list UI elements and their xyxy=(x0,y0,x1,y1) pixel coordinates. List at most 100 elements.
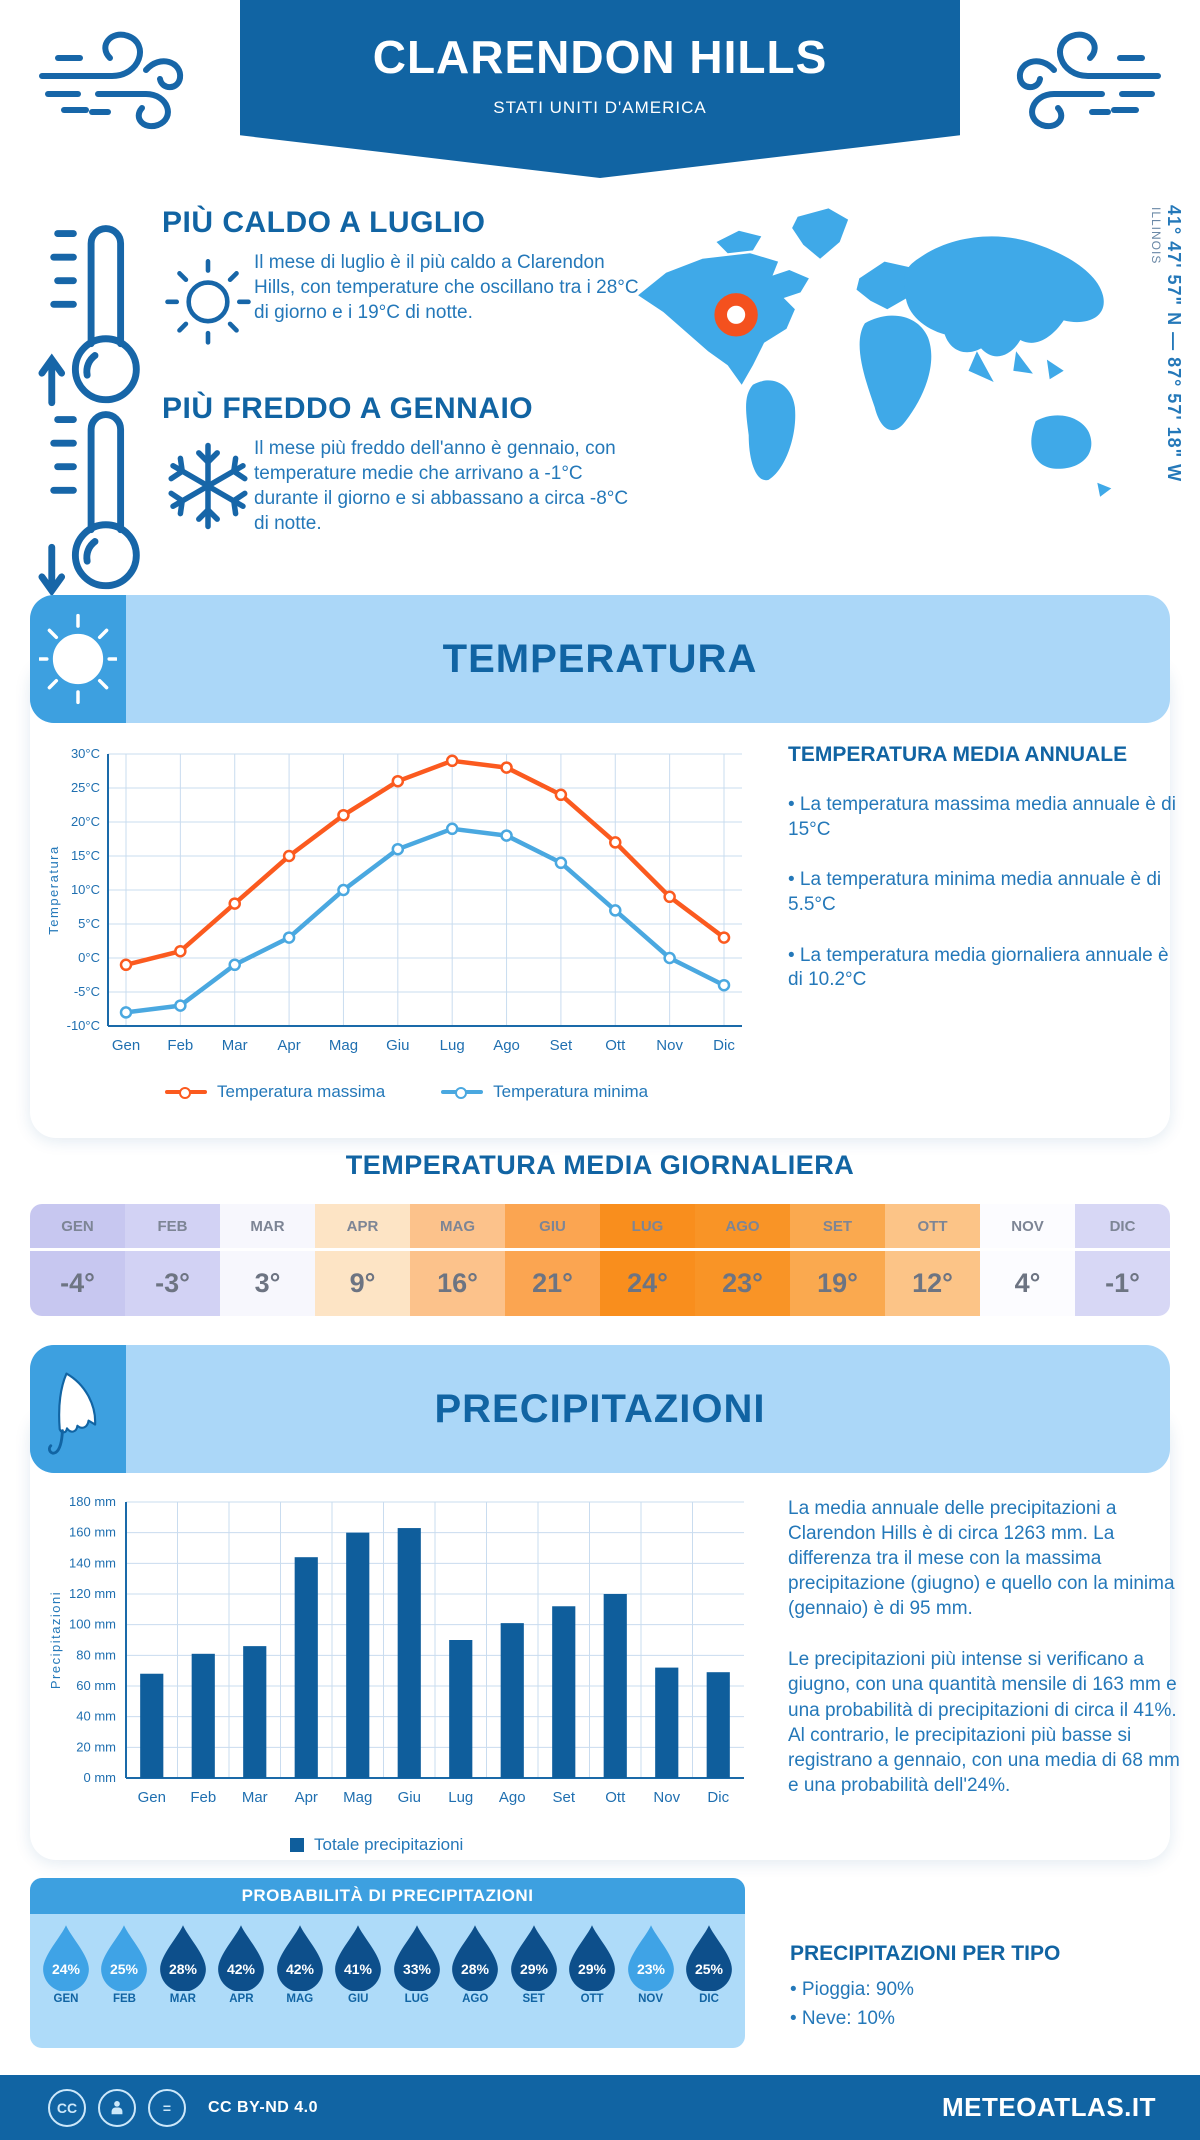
svg-text:Precipitazioni: Precipitazioni xyxy=(48,1591,63,1689)
probability-drop: 29% SET xyxy=(508,1922,560,2005)
precipitation-paragraph: Le precipitazioni più intense si verific… xyxy=(788,1649,1180,1796)
region-label: ILLINOIS xyxy=(1149,207,1163,265)
no-derivatives-icon: = xyxy=(148,2088,186,2127)
raindrop-icon: 24% xyxy=(43,1925,89,1991)
svg-text:Lug: Lug xyxy=(448,1789,473,1806)
month-label: OTT xyxy=(885,1204,980,1251)
drop-month-label: APR xyxy=(229,1993,254,2005)
attribution-person-icon xyxy=(98,2088,136,2127)
svg-text:Set: Set xyxy=(552,1789,575,1806)
probability-drop: 42% MAG xyxy=(274,1922,326,2005)
drop-month-label: DIC xyxy=(699,1993,719,2005)
temperature-section-title: TEMPERATURA xyxy=(442,636,758,681)
precipitation-paragraph: La media annuale delle precipitazioni a … xyxy=(788,1498,1175,1620)
bar xyxy=(655,1667,679,1778)
precipitation-type-item: • Neve: 10% xyxy=(790,2007,895,2029)
page-title: CLARENDON HILLS xyxy=(372,31,828,83)
svg-text:Gen: Gen xyxy=(112,1037,140,1054)
month-cell: SET 19° xyxy=(790,1204,885,1316)
probability-title: PROBABILITÀ DI PRECIPITAZIONI xyxy=(30,1878,745,1914)
svg-text:Apr: Apr xyxy=(295,1789,318,1806)
probability-drops: 24% GEN 25% FEB 28% MAR 42% APR 42% MAG 41% GIU 33% L… xyxy=(30,1914,745,2005)
svg-text:Dic: Dic xyxy=(707,1789,729,1806)
header-banner: CLARENDON HILLS STATI UNITI D'AMERICA xyxy=(240,0,960,178)
month-label: AGO xyxy=(695,1204,790,1251)
annual-bullet: • La temperatura massima media annuale è… xyxy=(788,794,1176,840)
precipitation-panel xyxy=(30,1410,1170,1860)
raindrop-icon: 42% xyxy=(218,1925,265,1991)
raindrop-icon: 25% xyxy=(686,1925,732,1991)
probability-drop: 25% DIC xyxy=(683,1922,735,2005)
bar xyxy=(552,1606,576,1778)
svg-text:Mar: Mar xyxy=(242,1789,268,1806)
probability-drop: 42% APR xyxy=(215,1922,267,2005)
drop-month-label: SET xyxy=(522,1993,545,2005)
svg-text:25%: 25% xyxy=(110,1961,139,1977)
svg-text:29%: 29% xyxy=(578,1961,607,1977)
raindrop-icon: 41% xyxy=(335,1925,382,1991)
svg-text:80 mm: 80 mm xyxy=(76,1647,116,1662)
svg-text:Temperatura: Temperatura xyxy=(46,845,61,934)
svg-text:Nov: Nov xyxy=(656,1037,683,1054)
month-label: GEN xyxy=(30,1204,125,1251)
svg-text:5°C: 5°C xyxy=(78,916,100,931)
raindrop-icon: 29% xyxy=(510,1925,557,1991)
highlight-cold-text: Il mese più freddo dell'anno è gennaio, … xyxy=(254,438,629,535)
raindrop-icon: 33% xyxy=(393,1925,440,1991)
site-name: METEOATLAS.IT xyxy=(941,2092,1156,2122)
svg-text:29%: 29% xyxy=(520,1961,549,1977)
month-label: FEB xyxy=(125,1204,220,1251)
svg-text:24%: 24% xyxy=(52,1961,81,1977)
month-cell: LUG 24° xyxy=(600,1204,695,1316)
svg-text:20 mm: 20 mm xyxy=(76,1739,116,1754)
raindrop-icon: 29% xyxy=(569,1925,615,1991)
svg-text:60 mm: 60 mm xyxy=(76,1678,116,1693)
highlight-warm-text: Il mese di luglio è il più caldo a Clare… xyxy=(254,252,639,324)
svg-text:42%: 42% xyxy=(286,1961,315,1977)
svg-text:Ago: Ago xyxy=(499,1789,526,1806)
svg-text:Ago: Ago xyxy=(493,1037,520,1054)
month-cell: MAR 3° xyxy=(220,1204,315,1316)
annual-temperature-title: TEMPERATURA MEDIA ANNUALE xyxy=(788,743,1128,766)
month-label: MAR xyxy=(220,1204,315,1251)
monthly-temperature-table: GEN -4° FEB -3° MAR 3° APR 9° MAG 16° GIU 21° LUG 24°… xyxy=(30,1204,1170,1316)
drop-month-label: GEN xyxy=(53,1993,79,2005)
bar xyxy=(706,1672,730,1778)
svg-text:0 mm: 0 mm xyxy=(84,1770,117,1785)
month-value: 12° xyxy=(912,1268,953,1298)
highlight-warm-title: PIÙ CALDO A LUGLIO xyxy=(162,206,486,239)
raindrop-icon: 28% xyxy=(452,1925,499,1991)
precipitation-section-title: PRECIPITAZIONI xyxy=(434,1386,766,1431)
location-marker xyxy=(714,293,758,337)
snowflake-icon xyxy=(168,442,248,530)
month-value: -4° xyxy=(60,1268,95,1298)
month-label: SET xyxy=(790,1204,885,1251)
svg-text:25°C: 25°C xyxy=(71,780,100,795)
probability-drop: 33% LUG xyxy=(391,1922,443,2005)
svg-text:33%: 33% xyxy=(403,1961,432,1977)
month-value: 3° xyxy=(254,1268,281,1298)
month-label: DIC xyxy=(1075,1204,1170,1251)
month-cell: GEN -4° xyxy=(30,1204,125,1316)
precipitation-type-block: PRECIPITAZIONI PER TIPO • Pioggia: 90% •… xyxy=(790,1942,1180,2033)
raindrop-icon: 25% xyxy=(101,1925,148,1991)
world-map xyxy=(638,208,1112,497)
svg-text:160 mm: 160 mm xyxy=(69,1525,116,1540)
month-value: 24° xyxy=(627,1268,668,1298)
wind-icon xyxy=(1016,31,1161,130)
svg-text:42%: 42% xyxy=(227,1961,256,1977)
drop-month-label: MAR xyxy=(169,1993,196,2005)
probability-drop: 28% MAR xyxy=(157,1922,209,2005)
month-cell: FEB -3° xyxy=(125,1204,220,1316)
drop-month-label: LUG xyxy=(404,1993,429,2005)
svg-text:Apr: Apr xyxy=(277,1037,300,1054)
month-cell: DIC -1° xyxy=(1075,1204,1170,1316)
license-icons: CC = CC BY-ND 4.0 xyxy=(48,2088,318,2127)
month-label: LUG xyxy=(600,1204,695,1251)
drop-month-label: OTT xyxy=(580,1993,604,2005)
svg-text:Dic: Dic xyxy=(713,1037,735,1054)
svg-text:180 mm: 180 mm xyxy=(69,1494,116,1509)
umbrella-banner-icon xyxy=(30,1345,126,1473)
footer: CC = CC BY-ND 4.0 METEOATLAS.IT xyxy=(0,2075,1200,2140)
